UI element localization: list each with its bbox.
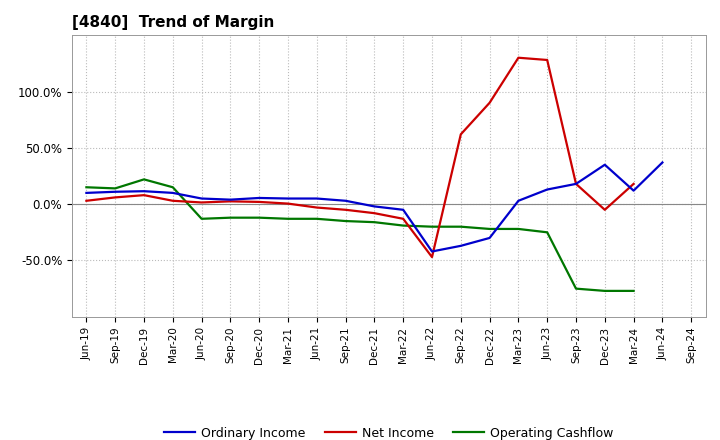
Net Income bbox=[312, 205, 321, 210]
Net Income bbox=[284, 201, 292, 206]
Net Income bbox=[456, 132, 465, 137]
Operating Cashflow bbox=[284, 216, 292, 221]
Line: Ordinary Income: Ordinary Income bbox=[86, 162, 662, 252]
Net Income bbox=[255, 199, 264, 205]
Ordinary Income bbox=[284, 196, 292, 201]
Ordinary Income bbox=[399, 207, 408, 213]
Operating Cashflow bbox=[543, 230, 552, 235]
Operating Cashflow bbox=[140, 177, 148, 182]
Ordinary Income bbox=[111, 189, 120, 194]
Operating Cashflow bbox=[514, 226, 523, 231]
Ordinary Income bbox=[456, 243, 465, 249]
Net Income bbox=[82, 198, 91, 203]
Line: Operating Cashflow: Operating Cashflow bbox=[86, 180, 634, 291]
Net Income bbox=[428, 254, 436, 260]
Operating Cashflow bbox=[312, 216, 321, 221]
Ordinary Income bbox=[226, 197, 235, 202]
Ordinary Income bbox=[658, 160, 667, 165]
Operating Cashflow bbox=[226, 215, 235, 220]
Legend: Ordinary Income, Net Income, Operating Cashflow: Ordinary Income, Net Income, Operating C… bbox=[159, 422, 618, 440]
Net Income bbox=[370, 210, 379, 216]
Ordinary Income bbox=[514, 198, 523, 203]
Net Income bbox=[341, 207, 350, 213]
Ordinary Income bbox=[312, 196, 321, 201]
Net Income bbox=[197, 200, 206, 205]
Ordinary Income bbox=[572, 181, 580, 187]
Operating Cashflow bbox=[82, 185, 91, 190]
Operating Cashflow bbox=[341, 218, 350, 224]
Ordinary Income bbox=[370, 204, 379, 209]
Operating Cashflow bbox=[370, 220, 379, 225]
Net Income bbox=[399, 216, 408, 221]
Net Income bbox=[111, 195, 120, 200]
Operating Cashflow bbox=[255, 215, 264, 220]
Ordinary Income bbox=[197, 196, 206, 201]
Ordinary Income bbox=[543, 187, 552, 192]
Ordinary Income bbox=[255, 195, 264, 201]
Net Income bbox=[485, 100, 494, 106]
Net Income bbox=[572, 181, 580, 187]
Net Income bbox=[514, 55, 523, 60]
Operating Cashflow bbox=[399, 223, 408, 228]
Operating Cashflow bbox=[600, 288, 609, 293]
Operating Cashflow bbox=[197, 216, 206, 221]
Operating Cashflow bbox=[111, 186, 120, 191]
Net Income bbox=[629, 181, 638, 187]
Operating Cashflow bbox=[629, 288, 638, 293]
Operating Cashflow bbox=[572, 286, 580, 291]
Ordinary Income bbox=[428, 249, 436, 254]
Net Income bbox=[140, 193, 148, 198]
Net Income bbox=[226, 199, 235, 204]
Ordinary Income bbox=[341, 198, 350, 203]
Ordinary Income bbox=[82, 190, 91, 195]
Net Income bbox=[168, 198, 177, 203]
Ordinary Income bbox=[600, 162, 609, 167]
Line: Net Income: Net Income bbox=[86, 58, 634, 257]
Operating Cashflow bbox=[168, 185, 177, 190]
Net Income bbox=[543, 57, 552, 62]
Ordinary Income bbox=[140, 189, 148, 194]
Operating Cashflow bbox=[456, 224, 465, 229]
Ordinary Income bbox=[168, 190, 177, 195]
Text: [4840]  Trend of Margin: [4840] Trend of Margin bbox=[72, 15, 274, 30]
Ordinary Income bbox=[629, 188, 638, 193]
Operating Cashflow bbox=[428, 224, 436, 229]
Net Income bbox=[600, 207, 609, 213]
Operating Cashflow bbox=[485, 226, 494, 231]
Ordinary Income bbox=[485, 235, 494, 241]
